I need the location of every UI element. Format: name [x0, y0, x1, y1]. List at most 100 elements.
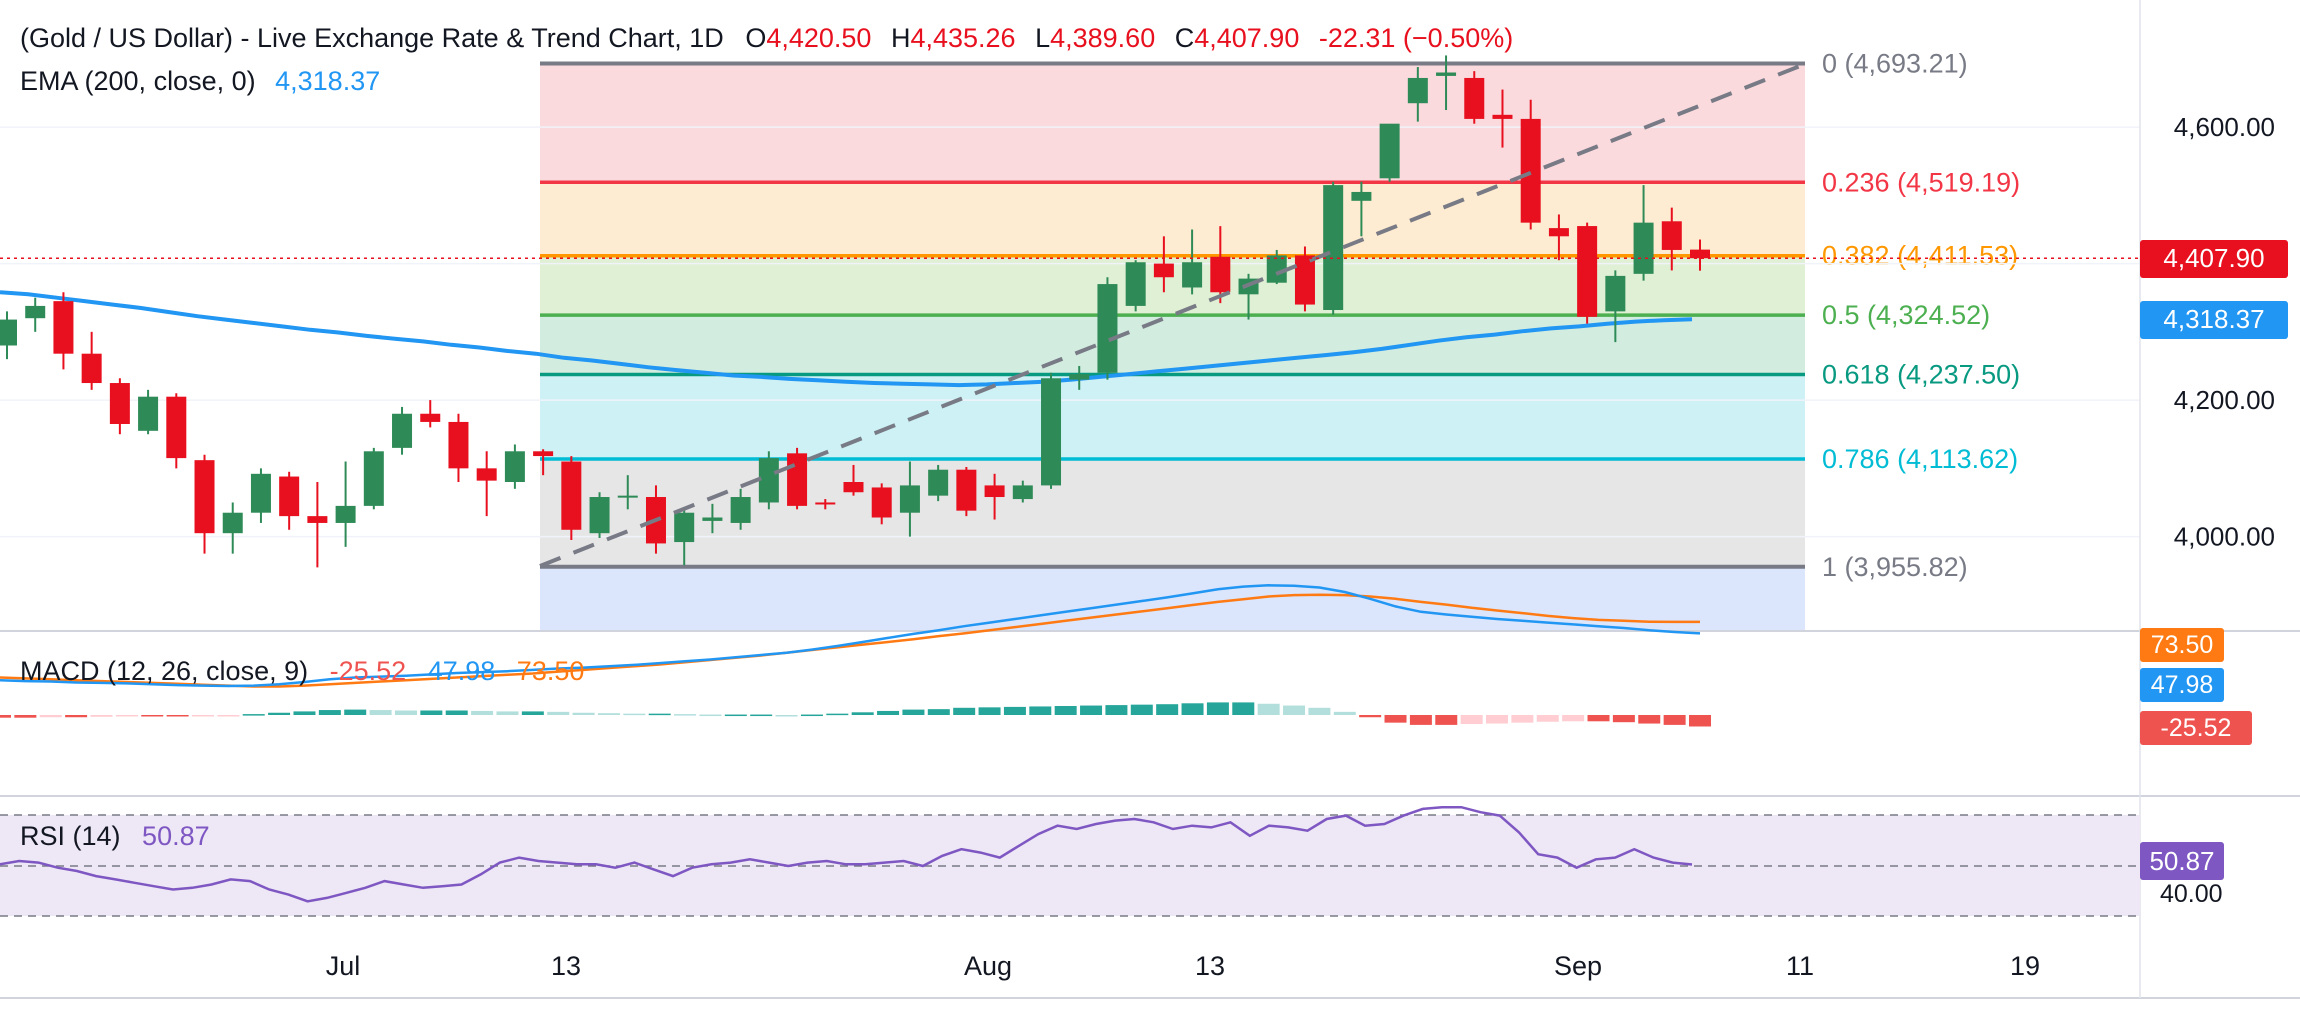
candle-body	[561, 461, 582, 530]
rsi-line	[0, 805, 1693, 903]
price-tick-label: 4,000.00	[2174, 522, 2275, 552]
candle	[81, 331, 102, 390]
candle-body	[1351, 191, 1372, 201]
macd-histogram-bar	[775, 715, 798, 717]
candle	[928, 464, 949, 502]
macd-histogram-bar	[1689, 715, 1711, 727]
fib-label-0: 0 (4,693.21)	[1822, 48, 1968, 78]
macd-histogram-tag: -25.52	[2140, 711, 2252, 745]
candle-body	[956, 469, 977, 511]
candle	[1210, 226, 1231, 304]
candle-body	[0, 319, 17, 346]
candle-body	[533, 451, 554, 457]
fib-trend-line[interactable]	[539, 64, 1801, 568]
macd-legend-label: MACD (12, 26, close, 9)	[20, 656, 308, 686]
fib-zone-0	[540, 63, 1805, 183]
price-axis[interactable]: 4,600.00 4,200.00 4,000.00	[2174, 112, 2275, 551]
candle	[1323, 181, 1344, 315]
candle	[899, 461, 920, 537]
macd-histogram-bar	[953, 707, 976, 715]
fibonacci-retracement[interactable]: 0 (4,693.21) 0.236 (4,519.19) 0.382 (4,411…	[540, 48, 2020, 630]
macd-line	[0, 584, 1701, 688]
candle-body	[1661, 221, 1682, 250]
macd-histogram-bar	[674, 714, 697, 716]
macd-histogram-bar	[1181, 703, 1204, 715]
macd-histogram-bar	[877, 710, 900, 715]
fib-zone-0.236	[540, 182, 1805, 256]
candle	[589, 492, 610, 538]
candle-body	[899, 485, 920, 513]
candle-body	[1323, 185, 1344, 311]
macd-histogram-tag-text: -25.52	[2161, 714, 2232, 742]
candle	[222, 502, 243, 554]
high-value: 4,435.26	[910, 23, 1015, 53]
candle	[1492, 89, 1513, 148]
macd-histogram-bar	[1283, 705, 1306, 715]
ema-200-line	[0, 290, 1693, 388]
low-label: L	[1035, 23, 1050, 53]
macd-histogram-bar	[1486, 715, 1509, 724]
candle-body	[25, 305, 46, 319]
macd-histogram-bar	[1105, 705, 1128, 715]
candle-body	[1153, 263, 1174, 278]
macd-histogram-bar	[1612, 715, 1635, 723]
candle-body	[363, 451, 384, 506]
macd-histogram-bar	[750, 714, 773, 717]
time-axis[interactable]: Jul 13 Aug 13 Sep 11 19	[326, 951, 2040, 981]
candle	[1182, 229, 1203, 295]
fib-label-0.618: 0.618 (4,237.50)	[1822, 360, 2020, 390]
ema-legend: EMA (200, close, 0) 4,318.37	[20, 66, 380, 96]
candle	[815, 499, 836, 510]
macd-histogram-bar	[217, 715, 240, 717]
candle	[1548, 214, 1569, 261]
candle-body	[138, 396, 159, 431]
macd-line-tag: 47.98	[2140, 668, 2224, 702]
time-tick-label: 13	[1195, 951, 1225, 981]
macd-histogram-bar	[1308, 707, 1331, 715]
macd-histogram-bar	[572, 712, 595, 715]
high-label: H	[891, 23, 911, 53]
candle-body	[1266, 255, 1287, 283]
price-gridlines	[0, 126, 2140, 538]
macd-signal-line	[0, 593, 1700, 688]
ema-price-tag-text: 4,318.37	[2163, 304, 2264, 334]
candle	[363, 447, 384, 510]
macd-histogram-bar	[65, 715, 88, 718]
low-value: 4,389.60	[1050, 23, 1155, 53]
macd-histogram-bar	[0, 715, 11, 718]
ema-price-tag: 4,318.37	[2140, 301, 2288, 339]
macd-histogram-bar	[724, 714, 747, 717]
macd-signal-tag-text: 73.50	[2151, 631, 2214, 659]
candle-body	[815, 502, 836, 505]
macd-histogram-bar	[597, 713, 620, 715]
macd-histogram-bar	[268, 712, 291, 715]
macd-legend-hist: -25.52	[330, 656, 407, 686]
candle	[1577, 222, 1598, 324]
candle-body	[730, 497, 751, 523]
candle-body	[307, 516, 328, 523]
candle-body	[702, 517, 723, 521]
macd-histogram-bar	[699, 714, 722, 717]
fib-label-0.382: 0.382 (4,411.53)	[1822, 241, 2018, 271]
candle	[730, 488, 751, 530]
candle	[335, 461, 356, 547]
macd-histogram-bar	[496, 711, 519, 715]
macd-histogram-bar	[521, 711, 544, 715]
fib-label-0.236: 0.236 (4,519.19)	[1822, 167, 2020, 197]
macd-signal-tag: 73.50	[2140, 628, 2224, 662]
time-tick-label: Jul	[326, 951, 361, 981]
last-price-tag-text: 4,407.90	[2163, 243, 2264, 273]
candle-body	[1182, 262, 1203, 288]
last-price-tag: 4,407.90	[2140, 240, 2288, 278]
ema-legend-value: 4,318.37	[275, 66, 380, 96]
macd-histogram-bar	[445, 710, 468, 715]
close-label: C	[1175, 23, 1195, 53]
time-tick-label: 13	[551, 951, 581, 981]
macd-histogram-bar	[39, 715, 62, 718]
candle-body	[1690, 249, 1710, 259]
candle	[1633, 185, 1654, 281]
candle-body	[1069, 374, 1090, 380]
candle-body	[1464, 77, 1485, 119]
candle	[0, 311, 17, 360]
